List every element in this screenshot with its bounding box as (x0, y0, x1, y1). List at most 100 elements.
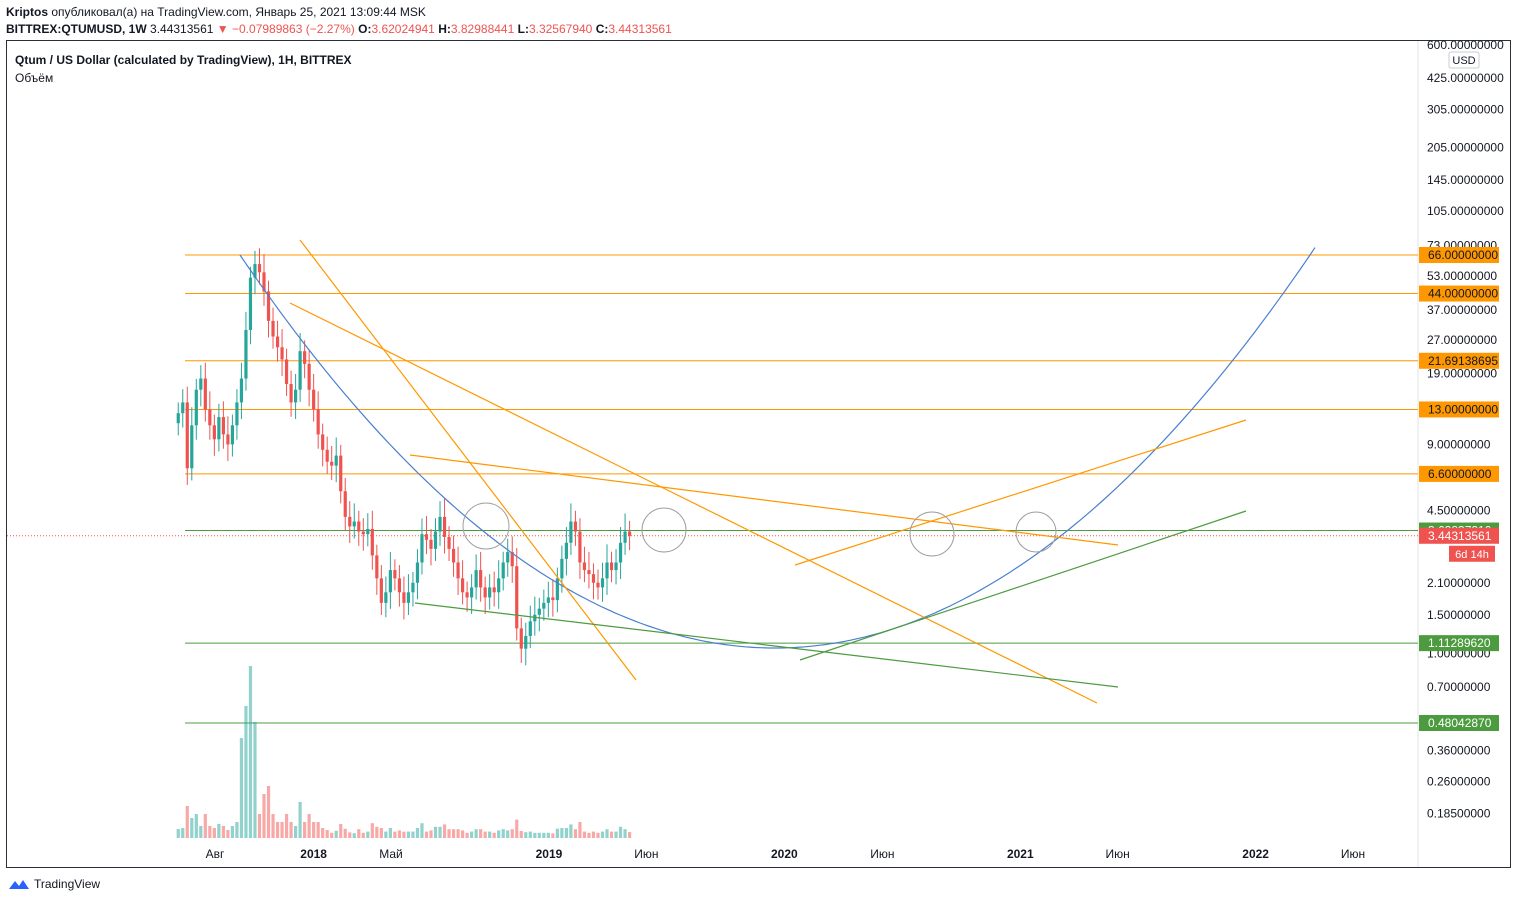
countdown-tag (1449, 545, 1495, 562)
volume-bar (424, 831, 429, 838)
candle-body (181, 402, 185, 414)
volume-bar (551, 833, 555, 838)
candle-body (614, 562, 618, 571)
volume-bar (560, 828, 564, 838)
volume-bar (357, 829, 361, 838)
candle-body (379, 578, 383, 603)
volume-bar (303, 822, 307, 838)
volume-bar (379, 828, 383, 838)
volume-bar (537, 832, 541, 838)
candle-body (239, 378, 244, 403)
green-trend-line[interactable] (414, 602, 1119, 688)
volume-bar (460, 830, 465, 838)
volume-bar (573, 829, 578, 838)
x-tick-label: Май (379, 847, 403, 861)
volume-bar (271, 814, 275, 838)
currency-box[interactable] (1448, 51, 1480, 69)
blue-arc-trend[interactable] (239, 247, 1316, 649)
low-value: 3.32567940 (528, 22, 593, 36)
volume-bar (375, 826, 379, 838)
candle-body (411, 582, 415, 593)
candle-body (284, 359, 289, 384)
x-tick-label: Июн (870, 847, 894, 861)
candle-body (424, 534, 429, 540)
orange-trend-line[interactable] (409, 454, 1119, 546)
candle-body (271, 320, 275, 337)
volume-bar (483, 831, 487, 838)
candle-body (537, 608, 541, 615)
volume-bar (497, 830, 501, 838)
price-level-value: 66.00000000 (1428, 248, 1498, 262)
volume-bar (474, 829, 478, 838)
price-level-tag (1419, 352, 1499, 369)
candle-body (515, 566, 519, 629)
y-tick-label: 600.00000000 (1427, 38, 1504, 52)
volume-bar (208, 826, 212, 838)
volume-bar (244, 706, 248, 838)
low-label: L: (517, 22, 529, 36)
candle-body (564, 542, 568, 559)
volume-bar (609, 831, 614, 838)
close-value: 3.44313561 (608, 22, 672, 36)
pane-title: Qtum / US Dollar (calculated by TradingV… (15, 53, 352, 67)
price-level-tag (1419, 527, 1499, 544)
volume-bar (321, 828, 325, 838)
highlight-circle[interactable] (1015, 511, 1057, 553)
x-tick-label: Авг (206, 847, 225, 861)
open-label: O: (358, 22, 372, 36)
candle-body (293, 389, 298, 403)
volume-bar (438, 826, 442, 838)
candle-body (275, 336, 280, 348)
volume-bar (334, 830, 338, 838)
volume-bar (284, 814, 289, 838)
x-tick-label: 2022 (1242, 847, 1269, 861)
candle-body (235, 402, 239, 426)
y-tick-label: 53.00000000 (1427, 269, 1497, 283)
candle-body (280, 347, 284, 360)
volume-bar (212, 828, 216, 838)
volume-bar (339, 824, 343, 838)
x-tick-label: Июн (634, 847, 658, 861)
volume-bar (587, 832, 591, 838)
y-tick-label: 205.00000000 (1427, 140, 1504, 154)
candle-body (226, 434, 230, 445)
author-name[interactable]: Kriptos (6, 5, 48, 19)
orange-trend-line[interactable] (299, 239, 637, 681)
candle-body (596, 582, 600, 588)
candle-body (397, 578, 402, 593)
volume-bar (221, 826, 225, 838)
candle-body (393, 570, 397, 579)
volume-bar (388, 828, 392, 838)
y-tick-label: 2.10000000 (1427, 576, 1491, 590)
volume-bar (470, 831, 474, 838)
candle-body (190, 425, 194, 469)
highlight-circle[interactable] (462, 502, 510, 550)
volume-bar (623, 829, 627, 838)
green-trend-line[interactable] (799, 510, 1247, 661)
x-tick-label: 2018 (300, 847, 327, 861)
volume-bar (181, 828, 185, 838)
candle-body (433, 531, 438, 549)
candle-body (316, 409, 320, 435)
publish-line: Kriptos опубликовал(а) на TradingView.co… (6, 5, 426, 19)
price-level-value: 3.44313561 (1428, 529, 1492, 543)
highlight-circle[interactable] (641, 507, 687, 553)
candle-body (321, 434, 325, 450)
volume-bar (429, 830, 433, 838)
candle-body (600, 578, 605, 588)
y-tick-label: 145.00000000 (1427, 173, 1504, 187)
highlight-circle[interactable] (909, 511, 955, 557)
price-change: −0.07989863 (−2.27%) (232, 22, 355, 36)
close-label: C: (595, 22, 609, 36)
orange-trend-line[interactable] (794, 419, 1247, 566)
candle-body (176, 413, 180, 424)
candle-body (573, 521, 578, 532)
volume-bar (510, 829, 514, 838)
candle-body (470, 587, 474, 598)
orange-trend-line[interactable] (289, 302, 1098, 704)
candle-body (591, 574, 596, 583)
candle-body (510, 552, 514, 567)
volume-bar (555, 828, 559, 838)
volume-bar (235, 822, 239, 838)
